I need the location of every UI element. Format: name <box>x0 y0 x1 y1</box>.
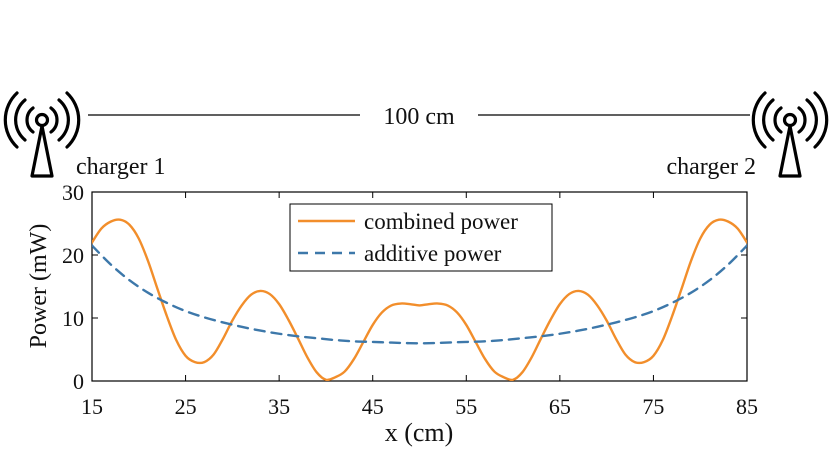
x-tick-label: 85 <box>736 394 758 419</box>
series-line-combined-power <box>92 218 747 381</box>
legend: combined power additive power <box>289 203 553 272</box>
antenna-icon <box>3 91 81 178</box>
axis-ticks: 15 25 35 45 55 65 75 85 0 10 20 30 <box>62 180 758 419</box>
x-tick-label: 15 <box>81 394 103 419</box>
x-tick-label: 65 <box>549 394 571 419</box>
y-tick-label: 10 <box>62 306 84 331</box>
charger-2-label: charger 2 <box>666 154 756 180</box>
x-tick-label: 45 <box>362 394 384 419</box>
series-layer <box>92 218 747 381</box>
y-tick-label: 20 <box>62 243 84 268</box>
x-tick-label: 75 <box>642 394 664 419</box>
legend-label-combined: combined power <box>364 209 518 234</box>
y-tick-label: 30 <box>62 180 84 205</box>
legend-label-additive: additive power <box>364 241 502 266</box>
y-tick-label: 0 <box>73 369 84 394</box>
chart: 15 25 35 45 55 65 75 85 0 10 20 30 Power (mW) x (cm… <box>26 180 758 447</box>
charger-1-label: charger 1 <box>76 154 166 180</box>
x-axis-label: x (cm) <box>385 418 454 447</box>
distance-label: 100 cm <box>383 104 455 130</box>
legend-box <box>289 203 553 272</box>
y-axis-label: Power (mW) <box>26 224 52 349</box>
x-tick-label: 25 <box>175 394 197 419</box>
plot-frame <box>91 191 748 382</box>
x-tick-label: 55 <box>455 394 477 419</box>
antenna-icon <box>751 91 829 178</box>
series-line-additive-power <box>92 244 747 345</box>
x-tick-label: 35 <box>268 394 290 419</box>
